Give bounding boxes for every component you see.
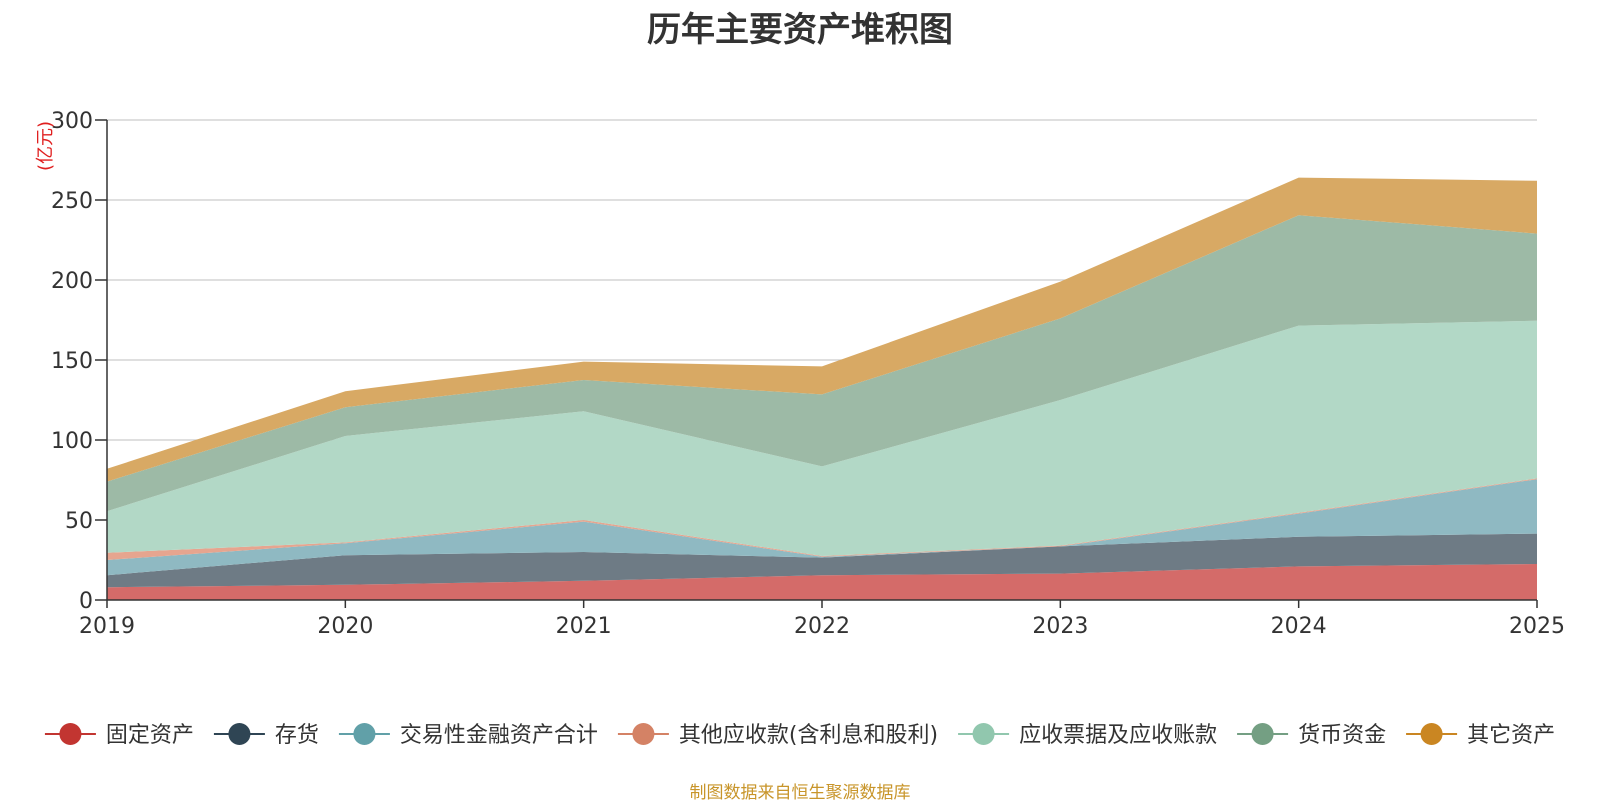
x-tick-label: 2024 [1271, 614, 1327, 639]
area-7 [107, 177, 1537, 482]
legend-label: 交易性金融资产合计 [400, 723, 598, 748]
legend-marker [1251, 723, 1274, 745]
y-tick-label: 100 [51, 429, 93, 454]
axes: 0 50 100 150 200 250 300 2019 2020 2021 2022 2023 20… [35, 109, 1565, 639]
x-tick-label: 2023 [1032, 614, 1088, 639]
y-tick-label: 50 [65, 509, 93, 534]
legend-item-7: 其它资产 [1406, 723, 1555, 748]
area-series [107, 177, 1537, 600]
legend-marker [632, 723, 655, 745]
legend-label: 货币资金 [1298, 723, 1386, 748]
legend-marker [353, 723, 376, 745]
legend-label: 存货 [275, 723, 319, 748]
chart-title: 历年主要资产堆积图 [647, 10, 953, 50]
source-note: 制图数据来自恒生聚源数据库 [689, 783, 911, 803]
legend-label: 其它资产 [1467, 723, 1555, 748]
y-axis-unit-label: (亿元) [35, 121, 56, 171]
x-tick-label: 2025 [1509, 614, 1565, 639]
legend-marker [228, 723, 251, 745]
y-tick-label: 250 [51, 189, 93, 214]
legend-label: 应收票据及应收账款 [1019, 723, 1217, 748]
y-tick-label: 300 [51, 109, 93, 134]
legend-item-3: 交易性金融资产合计 [338, 723, 598, 748]
legend-label: 其他应收款(含利息和股利) [679, 723, 938, 748]
legend: 固定资产 存货 交易性金融资产合计 其他应收款(含利息和股利) 应收票据及应收账款 货币资… [44, 723, 1555, 748]
legend-item-5: 应收票据及应收账款 [958, 723, 1217, 748]
x-tick-label: 2019 [79, 614, 135, 639]
area-2 [107, 533, 1537, 588]
legend-label: 固定资产 [106, 723, 194, 748]
legend-item-2: 存货 [213, 723, 319, 748]
y-tick-label: 150 [51, 349, 93, 374]
x-tick-label: 2020 [317, 614, 373, 639]
area-5 [107, 320, 1537, 556]
legend-item-6: 货币资金 [1237, 723, 1386, 748]
legend-item-4: 其他应收款(含利息和股利) [617, 723, 938, 748]
x-tick-label: 2022 [794, 614, 850, 639]
legend-marker [1420, 723, 1443, 745]
area-3 [107, 479, 1537, 576]
y-tick-label: 200 [51, 269, 93, 294]
y-tick-label: 0 [79, 589, 93, 614]
x-tick-label: 2021 [556, 614, 612, 639]
legend-marker [972, 723, 995, 745]
legend-marker [59, 723, 82, 745]
area-1 [107, 564, 1537, 600]
legend-item-1: 固定资产 [44, 723, 194, 748]
area-6 [107, 215, 1537, 512]
